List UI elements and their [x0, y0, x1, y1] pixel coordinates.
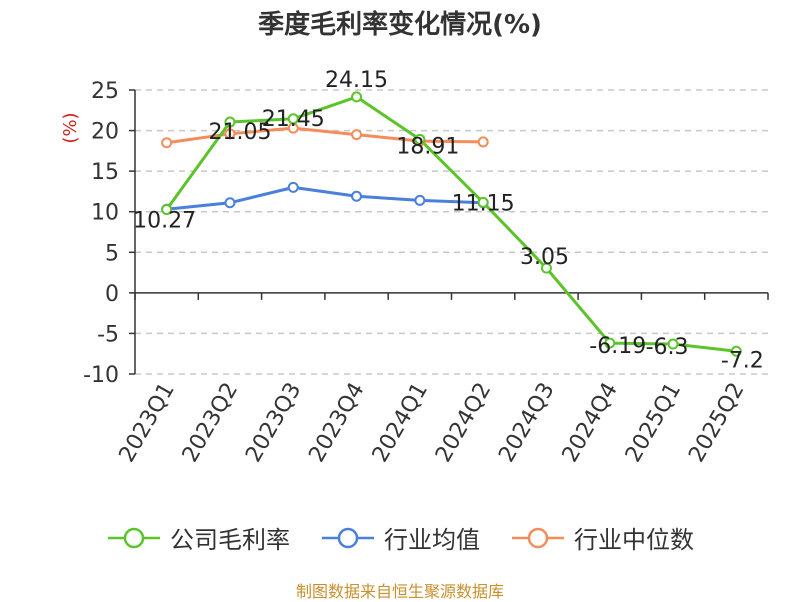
data-point	[161, 137, 173, 149]
x-tick-label: 2023Q1	[115, 379, 180, 467]
legend-marker-icon	[512, 527, 564, 548]
data-point	[224, 116, 236, 128]
data-point	[351, 129, 363, 141]
y-axis-label: (%)	[60, 112, 81, 143]
series-points	[161, 91, 742, 357]
x-tick-label: 2025Q1	[621, 379, 686, 467]
data-label: 18.91	[396, 134, 459, 159]
data-point	[351, 190, 363, 202]
data-label: -7.2	[721, 348, 764, 373]
line-chart: -10 -5 0 5 10 15 20 25 2023Q12023Q22023Q32023Q4…	[60, 68, 769, 467]
legend-marker-icon	[108, 527, 160, 548]
legend-circle	[123, 527, 145, 548]
series-line-1	[166, 185, 484, 211]
data-label: 24.15	[325, 68, 388, 93]
data-point	[730, 345, 742, 357]
x-tick-label: 2025Q2	[684, 379, 749, 467]
data-point	[604, 337, 616, 349]
data-label: -6.19	[589, 334, 646, 359]
legend-label: 行业中位数	[574, 526, 694, 554]
data-point	[287, 113, 299, 125]
data-point	[667, 338, 679, 350]
x-tick-label: 2024Q4	[558, 379, 623, 467]
x-tick-label: 2024Q3	[494, 379, 559, 467]
data-point	[287, 181, 299, 193]
source-footer: 制图数据来自恒生聚源数据库	[295, 582, 504, 601]
chart-title: 季度毛利率变化情况(%)	[258, 10, 542, 40]
data-point	[477, 196, 489, 208]
y-tick-label: -10	[83, 363, 119, 388]
axes	[129, 89, 769, 375]
legend-circle	[337, 527, 359, 548]
data-label: 21.45	[262, 107, 325, 132]
y-tick-label: 15	[91, 160, 119, 185]
x-tick-labels: 2023Q12023Q22023Q32023Q42024Q12024Q22024…	[115, 379, 750, 467]
x-tick-label: 2023Q4	[304, 379, 369, 467]
data-point	[414, 194, 426, 206]
x-tick-label: 2024Q1	[368, 379, 433, 467]
y-tick-labels: -10 -5 0 5 10 15 20 25	[83, 79, 119, 388]
data-point	[351, 91, 363, 103]
data-label: 3.05	[520, 245, 569, 270]
y-tick-label: 5	[105, 241, 119, 266]
x-tick-label: 2023Q2	[178, 379, 243, 467]
series-line-0	[165, 95, 737, 353]
legend-circle	[527, 527, 549, 548]
legend-marker-icon	[322, 527, 374, 548]
y-tick-label: 20	[91, 120, 119, 145]
data-label: -6.3	[646, 335, 689, 360]
data-point	[224, 128, 236, 140]
data-label: 10.27	[133, 209, 196, 234]
legend-item[interactable]: 公司毛利率	[106, 520, 290, 555]
y-tick-label: 25	[91, 79, 119, 104]
data-point	[540, 262, 552, 274]
legend-label: 行业均值	[384, 526, 480, 554]
y-tick-label: 0	[105, 282, 119, 307]
legend: 公司毛利率 行业均值 行业中位数	[0, 520, 800, 555]
data-point	[414, 133, 426, 145]
data-point	[477, 136, 489, 148]
data-label: 11.15	[452, 191, 515, 216]
data-point	[161, 204, 173, 216]
legend-item[interactable]: 行业中位数	[510, 520, 694, 555]
data-labels: 10.2721.0521.4524.1518.9111.153.05-6.19-…	[133, 68, 764, 373]
legend-item[interactable]: 行业均值	[320, 520, 480, 555]
x-tick-label: 2024Q2	[431, 379, 496, 467]
legend-label: 公司毛利率	[170, 526, 290, 554]
y-tick-label: 10	[91, 201, 119, 226]
y-tick-label: -5	[97, 322, 119, 347]
series-lines	[165, 95, 737, 353]
data-label: 21.05	[208, 120, 271, 145]
x-tick-label: 2023Q3	[241, 379, 306, 467]
data-point	[224, 197, 236, 209]
